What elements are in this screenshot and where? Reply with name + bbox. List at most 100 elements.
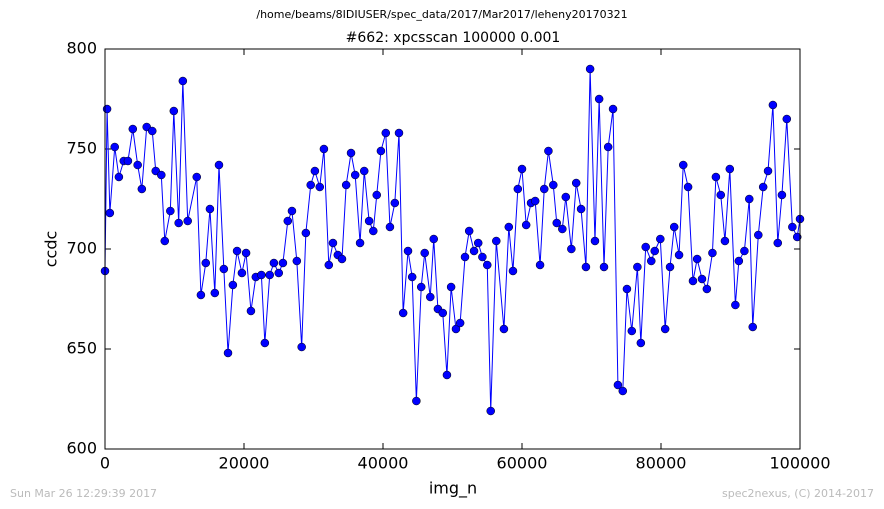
data-point — [716, 190, 726, 200]
data-point — [571, 178, 581, 188]
data-point — [581, 262, 591, 272]
data-point — [627, 326, 637, 336]
data-point — [473, 238, 483, 248]
data-point — [110, 142, 119, 152]
data-point — [228, 280, 238, 290]
data-point — [210, 288, 220, 298]
data-point — [585, 64, 595, 74]
data-point — [558, 224, 567, 234]
data-point — [451, 324, 461, 334]
data-point — [241, 248, 251, 258]
data-point — [324, 260, 334, 270]
data-point — [678, 160, 688, 170]
data-point — [633, 262, 642, 272]
data-point — [429, 234, 438, 244]
data-point — [725, 164, 735, 174]
chart-title: #662: xpcsscan 100000 0.001 — [346, 30, 561, 46]
data-point — [283, 216, 293, 226]
data-point — [137, 184, 147, 194]
data-point — [758, 182, 768, 192]
data-point — [603, 142, 613, 152]
data-point — [486, 406, 495, 416]
data-point — [483, 260, 492, 270]
y-tick-label: 750 — [66, 139, 97, 158]
x-tick-label: 0 — [100, 454, 110, 473]
data-point — [292, 256, 302, 266]
data-point — [777, 190, 787, 200]
data-point — [647, 256, 656, 266]
data-point — [711, 172, 721, 182]
data-point — [169, 106, 179, 116]
data-point — [478, 252, 487, 262]
x-axis-label: img_n — [429, 479, 477, 499]
data-point — [214, 160, 224, 170]
data-point — [219, 264, 229, 274]
data-point — [381, 128, 391, 138]
data-point — [416, 282, 426, 292]
data-point — [521, 220, 531, 230]
data-point — [442, 370, 452, 380]
data-point — [133, 160, 142, 170]
data-point — [287, 206, 297, 216]
data-point — [683, 182, 693, 192]
data-point — [278, 258, 288, 268]
data-point — [301, 228, 311, 238]
data-point — [369, 226, 378, 236]
data-point — [105, 208, 115, 218]
data-point — [232, 246, 242, 256]
data-point — [407, 272, 417, 282]
data-point — [731, 300, 740, 310]
data-point — [552, 218, 561, 228]
data-point — [576, 204, 586, 214]
data-point — [310, 166, 320, 176]
data-point — [504, 222, 514, 232]
data-point — [274, 268, 283, 278]
data-point — [205, 204, 215, 214]
data-point — [359, 166, 369, 176]
data-point — [183, 216, 192, 226]
data-point — [499, 324, 509, 334]
data-point — [260, 338, 270, 348]
data-point — [394, 128, 404, 138]
data-point — [341, 180, 351, 190]
data-point — [492, 236, 501, 246]
data-point — [237, 268, 247, 278]
data-point — [702, 284, 712, 294]
data-point — [306, 180, 315, 190]
data-point — [328, 238, 338, 248]
data-point — [160, 236, 170, 246]
data-point — [792, 232, 802, 242]
data-point — [734, 256, 744, 266]
data-point — [599, 262, 609, 272]
data-point — [403, 246, 413, 256]
data-point — [385, 222, 395, 232]
data-point — [201, 258, 211, 268]
data-point — [350, 170, 360, 180]
data-point — [517, 164, 527, 174]
data-point — [223, 348, 233, 358]
y-tick-label: 800 — [66, 39, 97, 58]
data-point — [319, 144, 329, 154]
suptitle: /home/beams/8IDIUSER/spec_data/2017/Mar2… — [256, 8, 627, 21]
data-point — [561, 192, 571, 202]
data-point — [539, 184, 549, 194]
data-point — [535, 260, 545, 270]
x-tick-label: 20000 — [219, 454, 270, 473]
data-point — [608, 104, 618, 114]
data-point — [257, 270, 266, 280]
data-point — [460, 252, 470, 262]
data-point — [265, 270, 274, 280]
data-point — [763, 166, 773, 176]
data-point — [246, 306, 256, 316]
data-point — [641, 242, 650, 252]
data-point — [773, 238, 783, 248]
data-point — [567, 244, 576, 254]
data-point — [174, 218, 183, 228]
data-point — [376, 146, 386, 156]
data-point — [355, 238, 365, 248]
data-point — [192, 172, 201, 182]
data-point — [590, 236, 600, 246]
data-point — [594, 94, 604, 104]
data-point — [420, 248, 429, 258]
